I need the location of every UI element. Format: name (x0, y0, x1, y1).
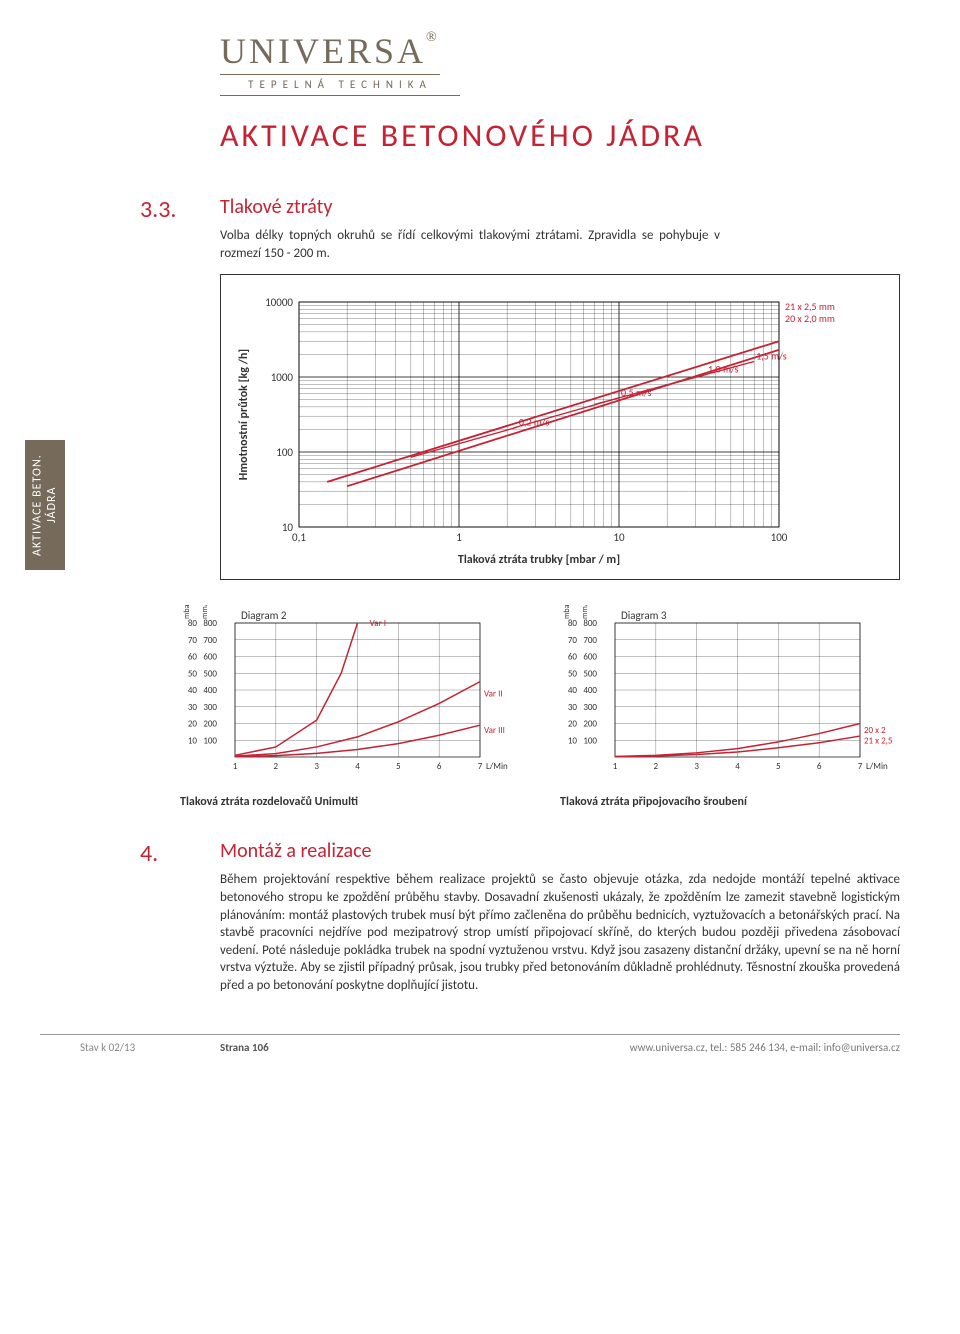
svg-text:100: 100 (771, 531, 788, 544)
svg-text:1,5 m/s: 1,5 m/s (756, 350, 787, 363)
svg-text:100: 100 (583, 735, 597, 746)
svg-text:30: 30 (188, 702, 198, 713)
main-chart: 0,2 m/s0,5 m/s1,0 m/s1,5 m/s0,1110100101… (220, 274, 900, 580)
svg-text:6: 6 (817, 761, 822, 772)
svg-text:2: 2 (274, 761, 279, 772)
svg-text:10: 10 (188, 735, 198, 746)
svg-text:mbar: mbar (182, 605, 192, 619)
section-number: 4. (40, 839, 220, 994)
main-chart-svg: 0,2 m/s0,5 m/s1,0 m/s1,5 m/s0,1110100101… (229, 287, 869, 567)
svg-text:70: 70 (568, 635, 578, 646)
svg-text:200: 200 (583, 719, 597, 730)
svg-text:5: 5 (396, 761, 401, 772)
svg-text:7: 7 (858, 761, 863, 772)
diagram-3: 1020304050607080100200300400500600700800… (560, 605, 910, 809)
svg-text:Diagram 3: Diagram 3 (621, 609, 667, 622)
svg-text:10000: 10000 (265, 296, 293, 309)
section-number: 3.3. (40, 195, 220, 262)
logo-reg: ® (426, 30, 440, 45)
diagram-2-svg: 1020304050607080100200300400500600700800… (180, 605, 530, 785)
svg-text:5: 5 (776, 761, 781, 772)
svg-text:L/Min: L/Min (866, 761, 888, 772)
svg-text:10: 10 (282, 521, 294, 534)
svg-text:L/Min: L/Min (486, 761, 508, 772)
diagram-3-svg: 1020304050607080100200300400500600700800… (560, 605, 910, 785)
svg-text:300: 300 (583, 702, 597, 713)
svg-text:1: 1 (456, 531, 462, 544)
diagram-2-title: Tlaková ztráta rozdelovačů Unimulti (180, 795, 530, 809)
svg-text:100: 100 (276, 446, 293, 459)
svg-text:60: 60 (568, 652, 578, 663)
diagram-3-title: Tlaková ztráta připojovacího šroubení (560, 795, 910, 809)
side-tab: AKTIVACE BETON. JÁDRA (25, 440, 65, 570)
svg-text:1: 1 (613, 761, 618, 772)
footer-date: Stav k 02/13 (40, 1041, 220, 1054)
svg-text:30: 30 (568, 702, 578, 713)
svg-text:1,0 m/s: 1,0 m/s (708, 363, 739, 376)
svg-text:500: 500 (203, 668, 217, 679)
svg-text:70: 70 (188, 635, 198, 646)
svg-text:200: 200 (203, 719, 217, 730)
svg-text:400: 400 (203, 685, 217, 696)
svg-text:mbar: mbar (562, 605, 572, 619)
section-body: Během projektování respektive během real… (220, 871, 900, 994)
svg-text:60: 60 (188, 652, 198, 663)
svg-text:20: 20 (188, 719, 198, 730)
svg-text:6: 6 (437, 761, 442, 772)
logo-title: UNIVERSA® (220, 30, 440, 75)
svg-text:400: 400 (583, 685, 597, 696)
svg-text:700: 700 (203, 635, 217, 646)
section-heading: Montáž a realizace (220, 839, 900, 863)
svg-text:50: 50 (568, 668, 578, 679)
svg-text:300: 300 (203, 702, 217, 713)
svg-text:3: 3 (314, 761, 319, 772)
svg-text:40: 40 (568, 685, 578, 696)
svg-text:10: 10 (613, 531, 625, 544)
section-body: Volba délky topných okruhů se řídí celko… (220, 227, 720, 262)
svg-text:40: 40 (188, 685, 198, 696)
svg-text:7: 7 (478, 761, 483, 772)
svg-text:1: 1 (233, 761, 238, 772)
svg-text:3: 3 (694, 761, 699, 772)
svg-text:10: 10 (568, 735, 578, 746)
svg-text:Var II: Var II (484, 688, 503, 699)
svg-text:Diagram 2: Diagram 2 (241, 609, 287, 622)
section-4: 4. Montáž a realizace Během projektování… (40, 839, 900, 994)
svg-text:500: 500 (583, 668, 597, 679)
page-footer: Stav k 02/13 Strana 106 www.universa.cz,… (40, 1034, 900, 1054)
svg-text:mm/Ws: mm/Ws (580, 605, 590, 619)
svg-text:20 x 2,0 mm: 20 x 2,0 mm (785, 312, 835, 325)
svg-text:4: 4 (735, 761, 740, 772)
brand-logo: UNIVERSA® TEPELNÁ TECHNIKA (220, 30, 900, 96)
footer-page: Strana 106 (220, 1041, 360, 1054)
svg-text:0,5 m/s: 0,5 m/s (621, 386, 652, 399)
svg-text:mm/Ws: mm/Ws (200, 605, 210, 619)
footer-contact: www.universa.cz, tel.: 585 246 134, e-ma… (360, 1041, 900, 1054)
section-heading: Tlakové ztráty (220, 195, 900, 219)
svg-text:700: 700 (583, 635, 597, 646)
logo-subtitle: TEPELNÁ TECHNIKA (220, 78, 460, 96)
svg-text:Var III: Var III (484, 725, 505, 736)
svg-text:21 x 2,5: 21 x 2,5 (864, 735, 893, 746)
svg-text:20: 20 (568, 719, 578, 730)
svg-text:1000: 1000 (271, 371, 294, 384)
svg-text:600: 600 (583, 652, 597, 663)
svg-text:50: 50 (188, 668, 198, 679)
svg-text:600: 600 (203, 652, 217, 663)
svg-text:Tlaková ztráta trubky [mbar /: Tlaková ztráta trubky [mbar / m] (458, 553, 620, 567)
svg-text:2: 2 (654, 761, 659, 772)
logo-text: UNIVERSA (220, 31, 426, 71)
svg-text:0,1: 0,1 (292, 531, 306, 544)
svg-text:Hmotnostní průtok [kg /h]: Hmotnostní průtok [kg /h] (237, 349, 251, 481)
svg-text:4: 4 (355, 761, 360, 772)
svg-text:100: 100 (203, 735, 217, 746)
section-33: 3.3. Tlakové ztráty Volba délky topných … (40, 195, 900, 262)
diagram-2: 1020304050607080100200300400500600700800… (180, 605, 530, 809)
svg-text:Var I: Var I (370, 618, 386, 629)
document-title: AKTIVACE BETONOVÉHO JÁDRA (220, 116, 900, 155)
mini-charts-row: 1020304050607080100200300400500600700800… (180, 605, 900, 809)
